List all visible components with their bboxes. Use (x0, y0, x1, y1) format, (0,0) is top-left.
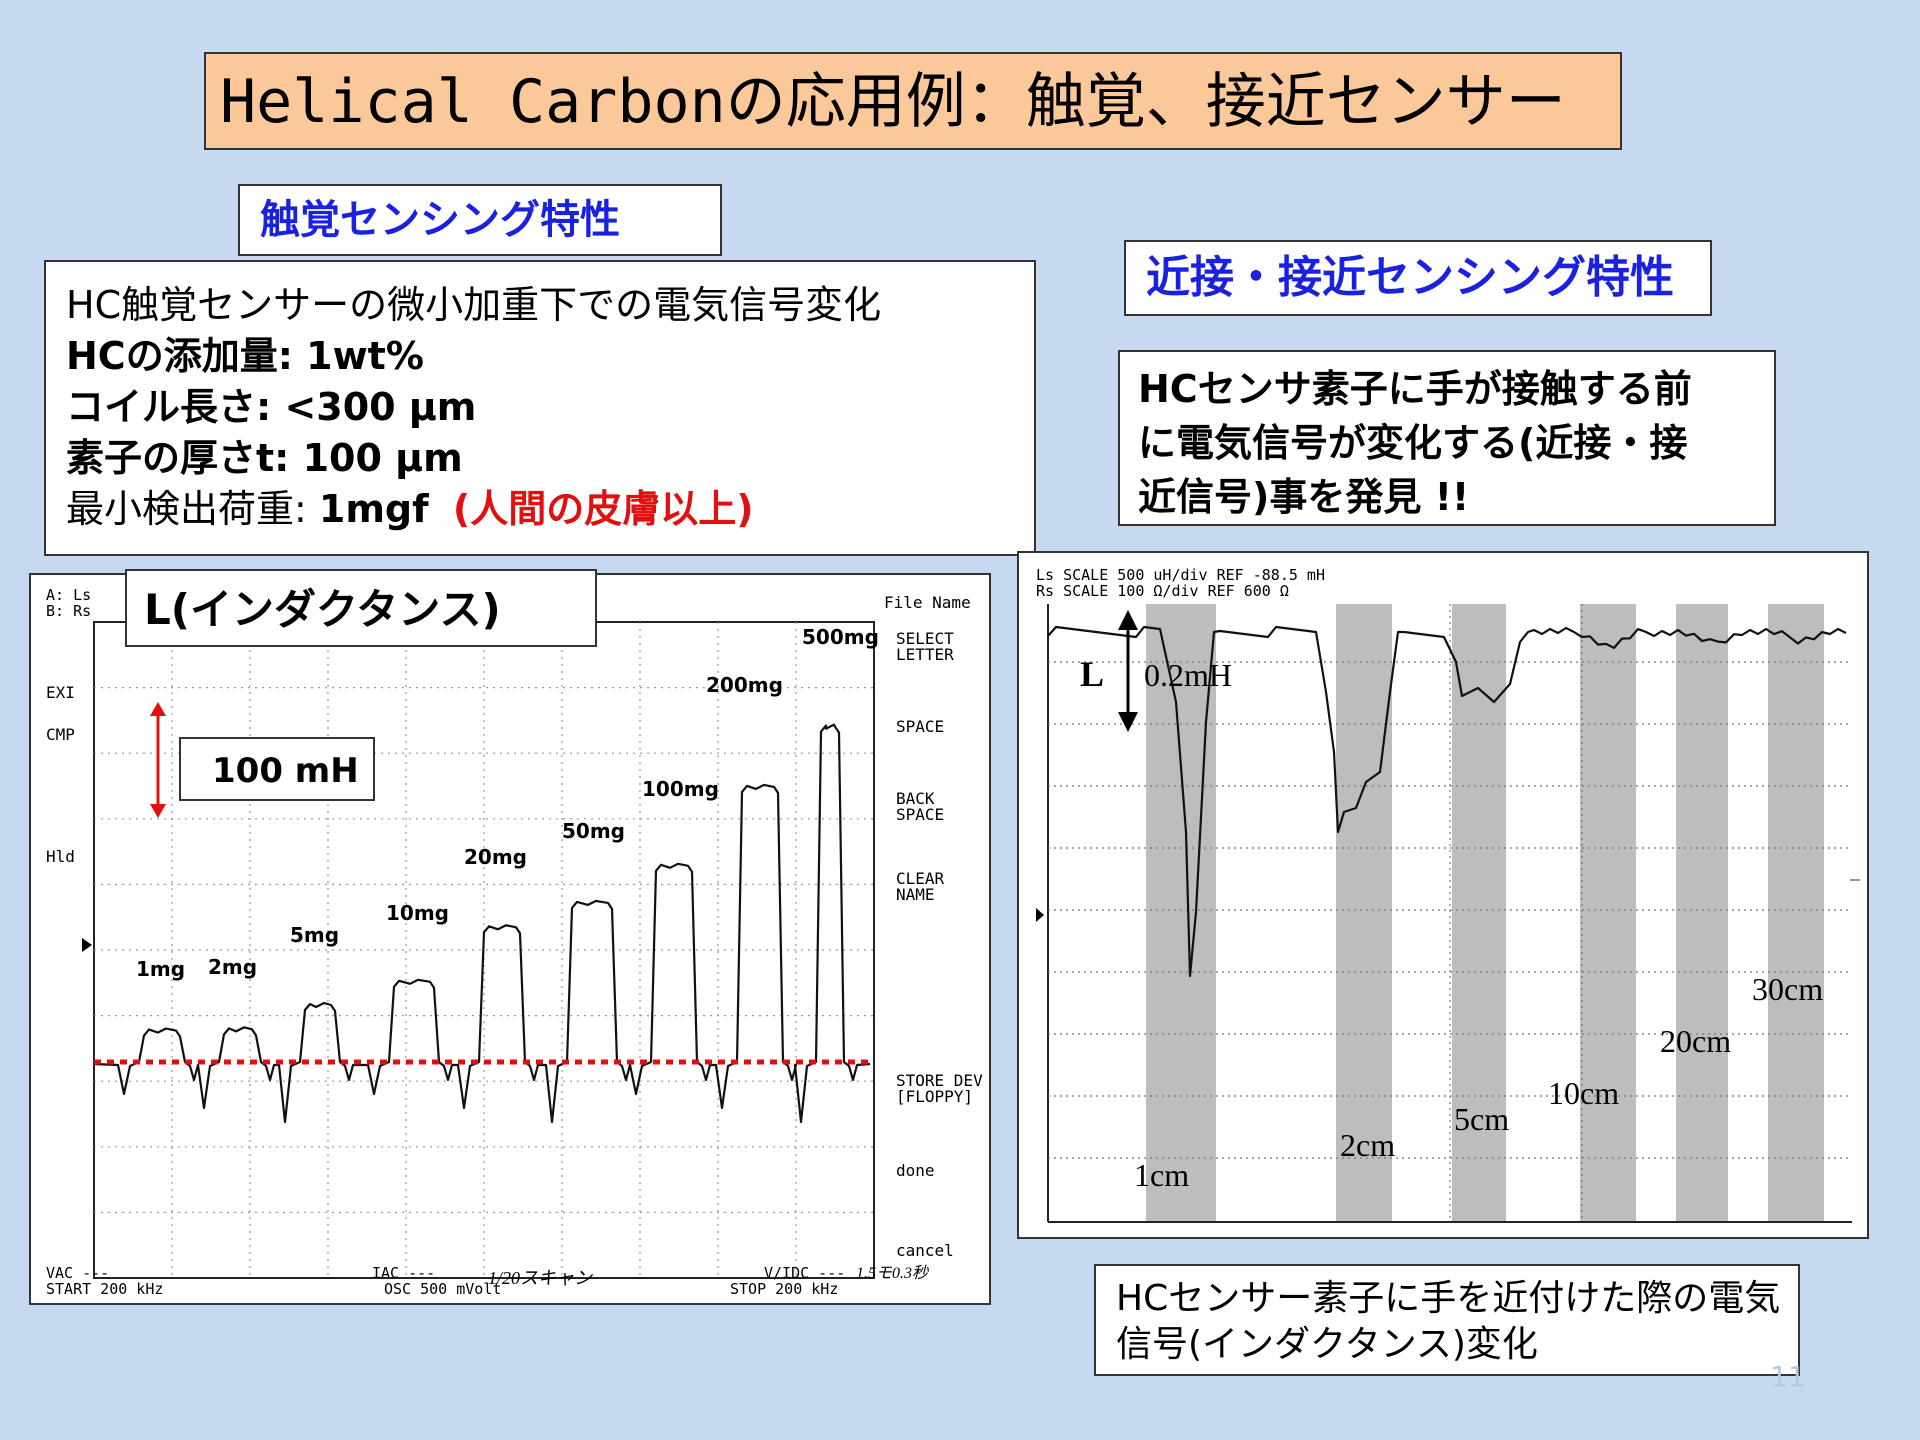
proximity-description: HCセンサ素子に手が接触する前 に電気信号が変化する(近接・接 近信号)事を発見… (1118, 350, 1776, 526)
caption-line: HCセンサー素子に手を近付けた際の電気 (1116, 1278, 1781, 1319)
menu-label: CLEAR (896, 869, 945, 888)
menu-label: done (896, 1161, 935, 1180)
proximity-band (1146, 604, 1216, 1222)
trace-marker-icon (1036, 908, 1044, 922)
menu-label: SPACE (896, 805, 944, 824)
instrument-header: Ls SCALE 500 uH/div REF -88.5 mH (1036, 566, 1325, 584)
info-label: HCの添加量: (66, 334, 307, 378)
info-label: コイル長さ: (66, 385, 285, 429)
inductance-title-box (125, 569, 597, 647)
description-line: に電気信号が変化する(近接・接 (1138, 421, 1688, 465)
scale-arrow-up-icon (150, 702, 166, 716)
menu-label: SPACE (896, 717, 944, 736)
distance-label: 20cm (1660, 1023, 1731, 1059)
l-scale-arrow-up-icon (1118, 610, 1138, 630)
info-label: 最小検出荷重: (66, 487, 319, 531)
menu-label: NAME (896, 885, 935, 904)
proximity-chart-frame (1017, 551, 1869, 1239)
instrument-label: V/IDC --- (764, 1264, 845, 1282)
distance-label: 30cm (1752, 971, 1823, 1007)
proximity-band (1336, 604, 1392, 1222)
menu-label: STORE DEV (896, 1071, 983, 1090)
page-title: Helical Carbonの応用例：触覚、接近センサー (204, 52, 1622, 150)
page-number: 11 (1770, 1360, 1806, 1393)
info-value: <300 µm (284, 385, 477, 429)
info-line: 最小検出荷重: 1mgf (人間の皮膚以上) (66, 484, 1034, 535)
proximity-band (1452, 604, 1506, 1222)
info-value: 100 µm (302, 436, 463, 480)
menu-label: cancel (896, 1241, 954, 1260)
l-scale-arrow-down-icon (1118, 712, 1138, 732)
info-label: HC触覚センサーの微小加重下での電気信号変化 (66, 283, 882, 327)
chart-title: L(インダクタンス) (144, 585, 501, 634)
info-line: 素子の厚さt: 100 µm (66, 433, 1034, 484)
load-label: 20mg (464, 845, 527, 869)
proximity-caption: HCセンサー素子に手を近付けた際の電気 信号(インダクタンス)変化 (1094, 1264, 1800, 1376)
load-label: 10mg (386, 901, 449, 925)
instrument-label: OSC 500 mVolt (384, 1280, 501, 1298)
proximity-axis-label: L (1080, 654, 1104, 694)
info-note: (人間の皮膚以上) (452, 487, 754, 531)
load-label: 1mg (136, 957, 185, 981)
instrument-mark: CMP (46, 725, 75, 744)
info-value: 1wt% (306, 334, 424, 378)
tactile-section-heading: 触覚センシング特性 (238, 184, 722, 256)
load-label: 500mg (802, 625, 879, 649)
menu-label: SELECT (896, 629, 954, 648)
proximity-band (1768, 604, 1824, 1222)
instrument-label: START 200 kHz (46, 1280, 163, 1298)
load-label: 5mg (290, 923, 339, 947)
caption-line: 信号(インダクタンス)変化 (1116, 1324, 1538, 1365)
menu-label: File Name (884, 593, 971, 612)
instrument-label: IAC --- (372, 1264, 435, 1282)
proximity-trace (1047, 625, 1847, 978)
distance-label: 1cm (1134, 1157, 1189, 1193)
menu-label: BACK (896, 789, 935, 808)
info-label: 素子の厚さt: (66, 436, 303, 480)
tactile-info-box: HC触覚センサーの微小加重下での電気信号変化 HCの添加量: 1wt% コイル長… (44, 260, 1036, 556)
instrument-mark: Hld (46, 847, 75, 866)
distance-label: 5cm (1454, 1101, 1509, 1137)
description-line: HCセンサ素子に手が接触する前 (1138, 367, 1692, 411)
instrument-label: VAC --- (46, 1264, 109, 1282)
scale-arrow-down-icon (150, 804, 166, 818)
proximity-band (1676, 604, 1728, 1222)
info-value: 1mgf (318, 487, 429, 531)
trace-marker-icon (82, 938, 92, 952)
proximity-section-heading: 近接・接近センシング特性 (1124, 240, 1712, 316)
instrument-label: A: Ls (46, 586, 91, 604)
info-line: コイル長さ: <300 µm (66, 382, 1034, 433)
proximity-scale-label: 0.2mH (1144, 657, 1232, 693)
handwritten-note: 1.5モ0.3秒 (856, 1264, 929, 1282)
tactile-chart-frame (29, 573, 991, 1305)
handwritten-note: 1/20スキャン (488, 1268, 593, 1288)
instrument-mark: EXI (46, 683, 75, 702)
description-line: 近信号)事を発見 !! (1138, 475, 1470, 519)
scale-label: 100 mH (212, 751, 359, 791)
distance-label: 10cm (1548, 1075, 1619, 1111)
distance-label: 2cm (1340, 1127, 1395, 1163)
load-label: 100mg (642, 777, 719, 801)
menu-label: [FLOPPY] (896, 1087, 973, 1106)
load-label: 200mg (706, 673, 783, 697)
proximity-band (1580, 604, 1636, 1222)
load-label: 2mg (208, 955, 257, 979)
inductance-trace (93, 723, 871, 1124)
instrument-header: Rs SCALE 100 Ω/div REF 600 Ω (1036, 582, 1289, 600)
scale-label-box (179, 737, 375, 801)
instrument-label: B: Rs (46, 602, 91, 620)
load-label: 50mg (562, 819, 625, 843)
info-line: HCの添加量: 1wt% (66, 331, 1034, 382)
instrument-label: STOP 200 kHz (730, 1280, 838, 1298)
info-line: HC触覚センサーの微小加重下での電気信号変化 (66, 280, 1034, 331)
menu-label: LETTER (896, 645, 954, 664)
